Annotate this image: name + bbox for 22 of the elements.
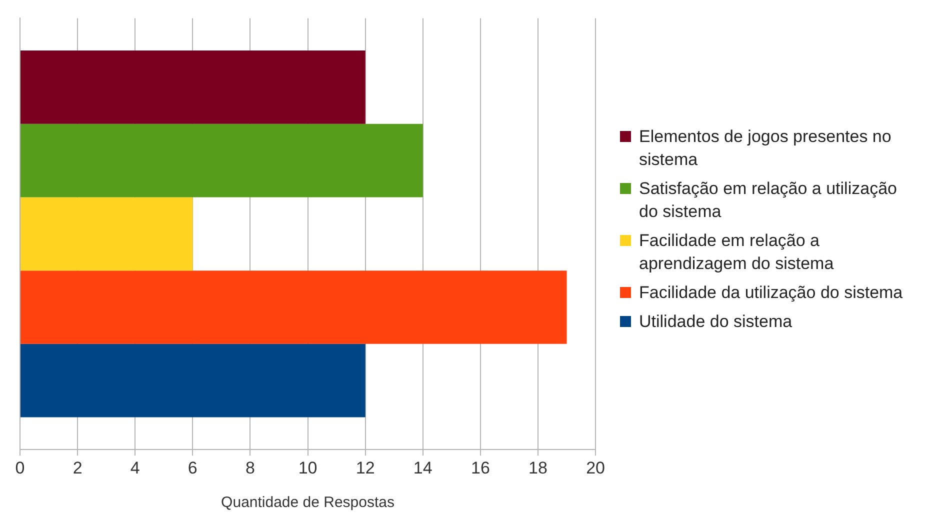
x-tick-label: 8	[245, 458, 255, 478]
legend-label: Facilidade em relação a aprendizagem do sistema	[639, 230, 835, 275]
x-tick-label: 0	[15, 458, 25, 478]
x-tick-label: 20	[586, 458, 606, 478]
bar	[20, 50, 366, 124]
x-tick-label: 14	[413, 458, 432, 478]
x-tick-label: 10	[298, 458, 318, 478]
x-tick-label: 2	[72, 458, 82, 478]
x-tick-label: 18	[528, 458, 548, 478]
x-tick-label: 6	[188, 458, 198, 478]
x-tick-label: 16	[470, 458, 490, 478]
bar	[20, 270, 567, 344]
bar	[20, 124, 423, 198]
legend-label: Facilidade da utilização do sistema	[639, 282, 903, 304]
x-tick-label: 4	[130, 458, 140, 478]
legend-label: Utilidade do sistema	[639, 311, 792, 333]
x-axis-title: Quantidade de Respostas	[221, 494, 394, 512]
legend-label: Satisfação em relação a utilização do sistema	[639, 178, 898, 223]
x-tick-label: 12	[356, 458, 375, 478]
legend-label: Elementos de jogos presentes no sistema	[639, 126, 892, 171]
bar	[20, 197, 193, 271]
bar	[20, 344, 366, 418]
